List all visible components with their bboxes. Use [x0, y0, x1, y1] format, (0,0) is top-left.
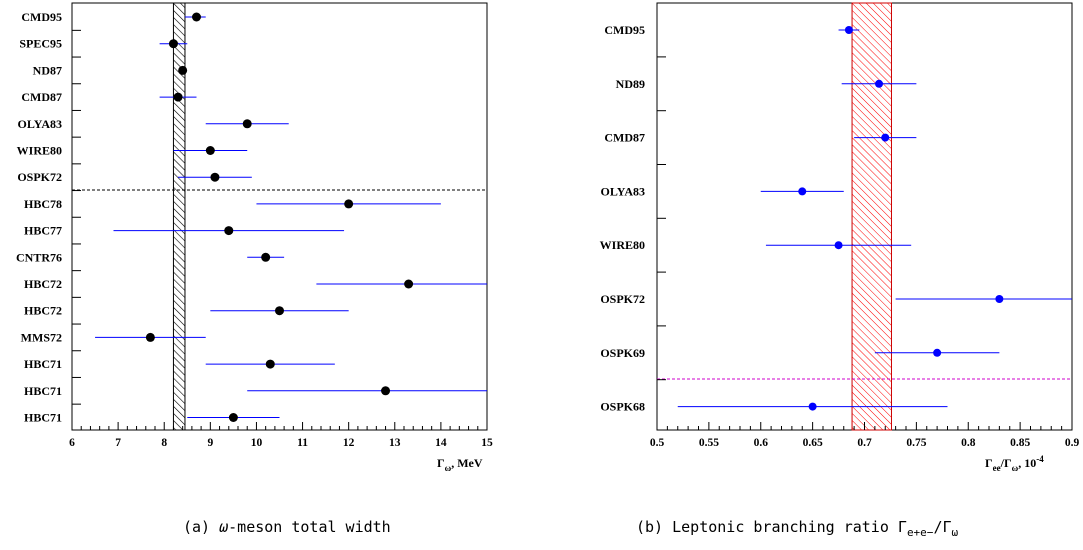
x-tick-label: 0.5 [650, 437, 665, 449]
x-tick-label: 8 [161, 437, 167, 449]
x-tick-label: 10 [251, 437, 263, 449]
row-label: HBC77 [24, 224, 62, 238]
x-tick-label: 0.7 [857, 437, 872, 449]
row-label: OSPK72 [600, 292, 645, 306]
figure: 6 7 8 9 10 11 12 13 14 15 CMD95 SPEC95 ND87 CMD87 OLYA… [16, 2, 1080, 473]
row-label: HBC71 [24, 411, 62, 425]
plot-frame [71, 2, 488, 431]
data-point [381, 386, 391, 396]
caption-b: (b) Leptonic branching ratio Γe+e−/Γω [636, 518, 959, 539]
row-label: HBC71 [24, 357, 62, 371]
x-tick-label: 6 [69, 437, 75, 449]
chart-panel-b: 0.5 0.55 0.6 0.65 0.7 0.75 0.8 0.85 0.9 CMD95 ND89… [600, 2, 1080, 449]
row-label: OSPK68 [600, 400, 645, 414]
data-point [844, 26, 853, 34]
data-point [881, 133, 890, 142]
x-tick-label: 11 [297, 437, 308, 449]
row-label: HBC78 [24, 197, 62, 211]
reference-band [172, 2, 186, 431]
data-point [995, 295, 1004, 303]
x-tick-label: 0.9 [1065, 437, 1080, 449]
data-point [275, 306, 284, 316]
row-label: OLYA83 [18, 117, 62, 131]
data-point [173, 92, 183, 102]
data-point [808, 402, 817, 411]
row-label: SPEC95 [19, 37, 62, 51]
x-tick-label: 0.75 [906, 437, 926, 449]
data-point [178, 65, 188, 75]
x-tick-label: 12 [343, 437, 355, 449]
data-point [834, 241, 843, 250]
x-tick-label: 0.6 [754, 437, 769, 449]
row-label: CMD95 [21, 10, 62, 24]
row-label: OLYA83 [601, 184, 645, 198]
reference-band [851, 2, 892, 431]
row-label: WIRE80 [600, 238, 645, 252]
data-point [933, 348, 942, 357]
row-label: MMS72 [21, 330, 62, 344]
row-label: WIRE80 [17, 144, 62, 158]
x-tick-label: 13 [389, 437, 401, 449]
data-point [261, 252, 271, 262]
data-point [404, 279, 414, 289]
row-label: ND87 [33, 63, 62, 77]
data-point [205, 146, 215, 155]
x-tick-label: 15 [481, 437, 493, 449]
data-point [242, 119, 252, 129]
chart-panel-a: 6 7 8 9 10 11 12 13 14 15 CMD95 SPEC95 ND87 CMD87 OLYA… [16, 2, 493, 449]
x-tick-label: 14 [435, 437, 447, 449]
data-point [798, 187, 807, 196]
x-tick-label: 0.8 [961, 437, 976, 449]
row-label: CMD95 [604, 23, 645, 37]
row-label: CMD87 [21, 90, 62, 104]
x-axis-label-b: Γee/Γω, 10-4 [985, 454, 1044, 473]
x-axis-label-a: Γω, MeV [437, 456, 483, 473]
x-tick-label: 9 [207, 437, 213, 449]
row-label: OSPK69 [600, 346, 645, 360]
row-label: HBC71 [24, 384, 62, 398]
data-point [192, 12, 201, 22]
row-label: CMD87 [604, 131, 645, 145]
x-tick-label: 0.85 [1010, 437, 1030, 449]
x-tick-label: 7 [115, 437, 121, 449]
x-tick-label: 0.65 [803, 437, 823, 449]
x-tick-label: 0.55 [699, 437, 719, 449]
data-point [228, 413, 238, 422]
data-point [265, 359, 275, 369]
data-point [168, 39, 178, 49]
data-point [145, 332, 155, 342]
row-label: HBC72 [24, 304, 62, 318]
row-label: HBC72 [24, 277, 62, 291]
data-point [210, 172, 220, 182]
row-label: CNTR76 [16, 250, 62, 264]
data-point [875, 79, 884, 88]
data-point [344, 199, 354, 209]
data-point [224, 226, 234, 236]
row-label: ND89 [616, 77, 645, 91]
caption-a: (a) ω-meson total width [183, 518, 391, 536]
row-label: OSPK72 [17, 170, 62, 184]
